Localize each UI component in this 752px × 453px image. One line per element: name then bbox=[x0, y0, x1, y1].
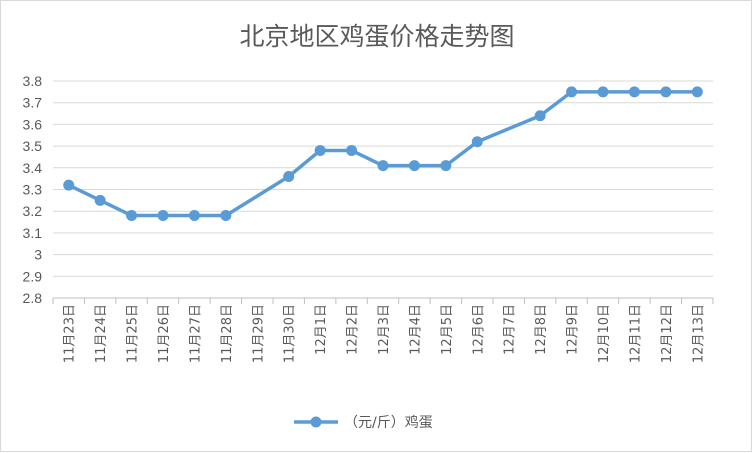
y-tick-label: 3.2 bbox=[23, 203, 43, 219]
x-tick-label: 12月8日 bbox=[534, 304, 549, 355]
y-tick-label: 3 bbox=[34, 247, 42, 263]
x-tick-label: 11月29日 bbox=[251, 304, 266, 363]
data-point bbox=[63, 179, 75, 191]
series-group bbox=[63, 86, 703, 222]
x-tick-label: 11月24日 bbox=[94, 304, 109, 363]
data-point bbox=[691, 86, 703, 98]
y-axis-ticks: 2.8 2.9 3 3.1 3.2 3.3 3.4 3.5 3.6 3.7 3.8 bbox=[23, 73, 43, 306]
data-point bbox=[377, 160, 389, 172]
legend-label: （元/斤）鸡蛋 bbox=[344, 414, 433, 431]
x-tick-label: 12月2日 bbox=[346, 304, 361, 355]
y-tick-label: 3.7 bbox=[23, 95, 43, 111]
x-tick-label: 12月11日 bbox=[628, 304, 643, 363]
chart-title: 北京地区鸡蛋价格走势图 bbox=[239, 22, 514, 51]
data-point bbox=[283, 170, 295, 182]
x-tick-label: 12月13日 bbox=[691, 304, 706, 363]
x-axis bbox=[52, 297, 714, 304]
x-tick-label: 12月1日 bbox=[314, 304, 329, 355]
y-tick-label: 3.8 bbox=[23, 73, 43, 89]
x-tick-label: 12月5日 bbox=[440, 304, 455, 355]
data-point bbox=[94, 194, 106, 206]
y-tick-label: 3.5 bbox=[23, 138, 43, 154]
data-point bbox=[628, 86, 640, 98]
data-point bbox=[408, 160, 420, 172]
data-point bbox=[157, 210, 169, 222]
data-point bbox=[471, 136, 483, 148]
data-point bbox=[188, 210, 200, 222]
x-tick-label: 11月23日 bbox=[63, 304, 78, 363]
y-tick-label: 3.6 bbox=[23, 116, 43, 132]
legend: （元/斤）鸡蛋 bbox=[294, 414, 433, 431]
data-point bbox=[220, 210, 232, 222]
x-tick-label: 11月28日 bbox=[220, 304, 235, 363]
x-tick-label: 12月9日 bbox=[566, 304, 581, 355]
x-tick-label: 12月3日 bbox=[377, 304, 392, 355]
data-point bbox=[597, 86, 609, 98]
y-tick-label: 3.3 bbox=[23, 182, 43, 198]
x-tick-label: 11月30日 bbox=[283, 304, 298, 363]
y-tick-label: 2.9 bbox=[23, 268, 43, 284]
legend-marker bbox=[310, 416, 322, 428]
x-tick-label: 12月6日 bbox=[471, 304, 486, 355]
series-line bbox=[66, 90, 700, 218]
data-point bbox=[566, 86, 578, 98]
x-tick-label: 11月26日 bbox=[157, 304, 172, 363]
data-point bbox=[126, 210, 138, 222]
y-tick-label: 3.4 bbox=[23, 160, 43, 176]
x-tick-label: 12月10日 bbox=[597, 304, 612, 363]
data-point bbox=[660, 86, 672, 98]
data-point bbox=[440, 160, 452, 172]
data-point bbox=[346, 144, 358, 156]
x-tick-label: 12月12日 bbox=[660, 304, 675, 363]
x-tick-label: 11月27日 bbox=[188, 304, 203, 363]
x-tick-label: 11月25日 bbox=[126, 304, 141, 363]
y-tick-label: 2.8 bbox=[23, 290, 43, 306]
y-tick-label: 3.1 bbox=[23, 225, 43, 241]
x-tick-label: 12月4日 bbox=[408, 304, 423, 355]
gridlines bbox=[53, 80, 713, 277]
x-axis-ticks: 11月23日 11月24日 11月25日 11月26日 11月27日 11月28日 11月2… bbox=[63, 304, 707, 363]
data-point bbox=[534, 110, 546, 122]
x-tick-label: 12月7日 bbox=[503, 304, 518, 355]
data-point bbox=[314, 144, 326, 156]
